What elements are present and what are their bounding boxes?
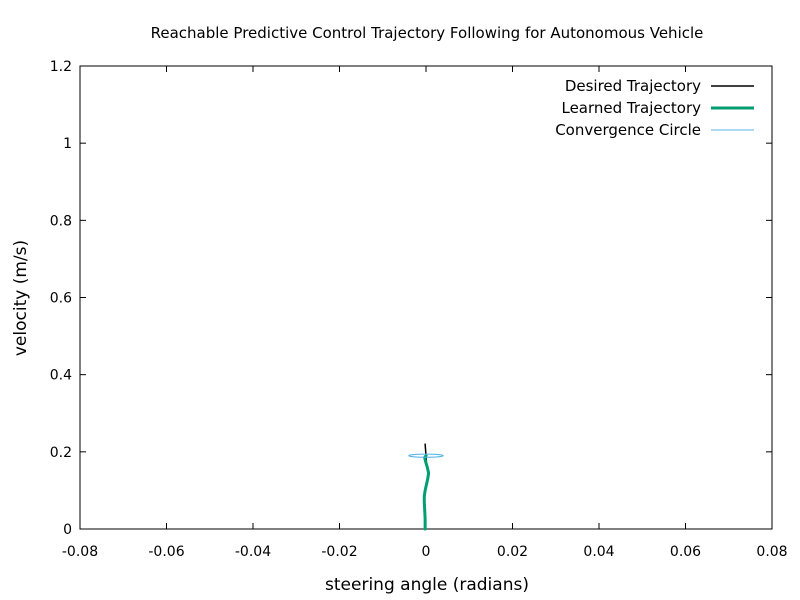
y-tick-label: 0.2: [50, 445, 72, 461]
axes: -0.08 -0.06 -0.04 -0.02 0 0.02 0.04 0.06 0.08 0 0.…: [50, 59, 788, 560]
y-tick-label: 1.2: [50, 59, 72, 75]
x-tick-label: -0.08: [62, 544, 98, 560]
legend-label: Desired Trajectory: [565, 77, 701, 95]
x-tick-label: 0.02: [497, 544, 528, 560]
y-axis-label: velocity (m/s): [11, 240, 31, 356]
series-convergence-circle: [408, 453, 444, 458]
x-tick-label: 0.08: [756, 544, 787, 560]
x-tick-label: -0.02: [321, 544, 357, 560]
y-tick-label: 0.6: [50, 291, 72, 307]
legend-label: Learned Trajectory: [561, 99, 701, 117]
y-tick-label: 0.8: [50, 213, 72, 229]
x-tick-label: 0.04: [583, 544, 614, 560]
y-tick-label: 0.4: [50, 368, 72, 384]
x-tick-label: -0.04: [235, 544, 271, 560]
series-learned-trajectory: [422, 454, 431, 531]
series-layer: [408, 443, 444, 531]
legend-label: Convergence Circle: [555, 121, 701, 139]
x-tick-label: -0.06: [148, 544, 184, 560]
x-tick-label: 0: [422, 544, 431, 560]
chart-title: Reachable Predictive Control Trajectory …: [151, 24, 704, 42]
legend: Desired Trajectory Learned Trajectory Conv…: [555, 77, 754, 139]
x-tick-label: 0.06: [670, 544, 701, 560]
y-tick-label: 1: [63, 136, 72, 152]
x-axis-label: steering angle (radians): [325, 575, 529, 595]
y-tick-label: 0: [63, 522, 72, 538]
